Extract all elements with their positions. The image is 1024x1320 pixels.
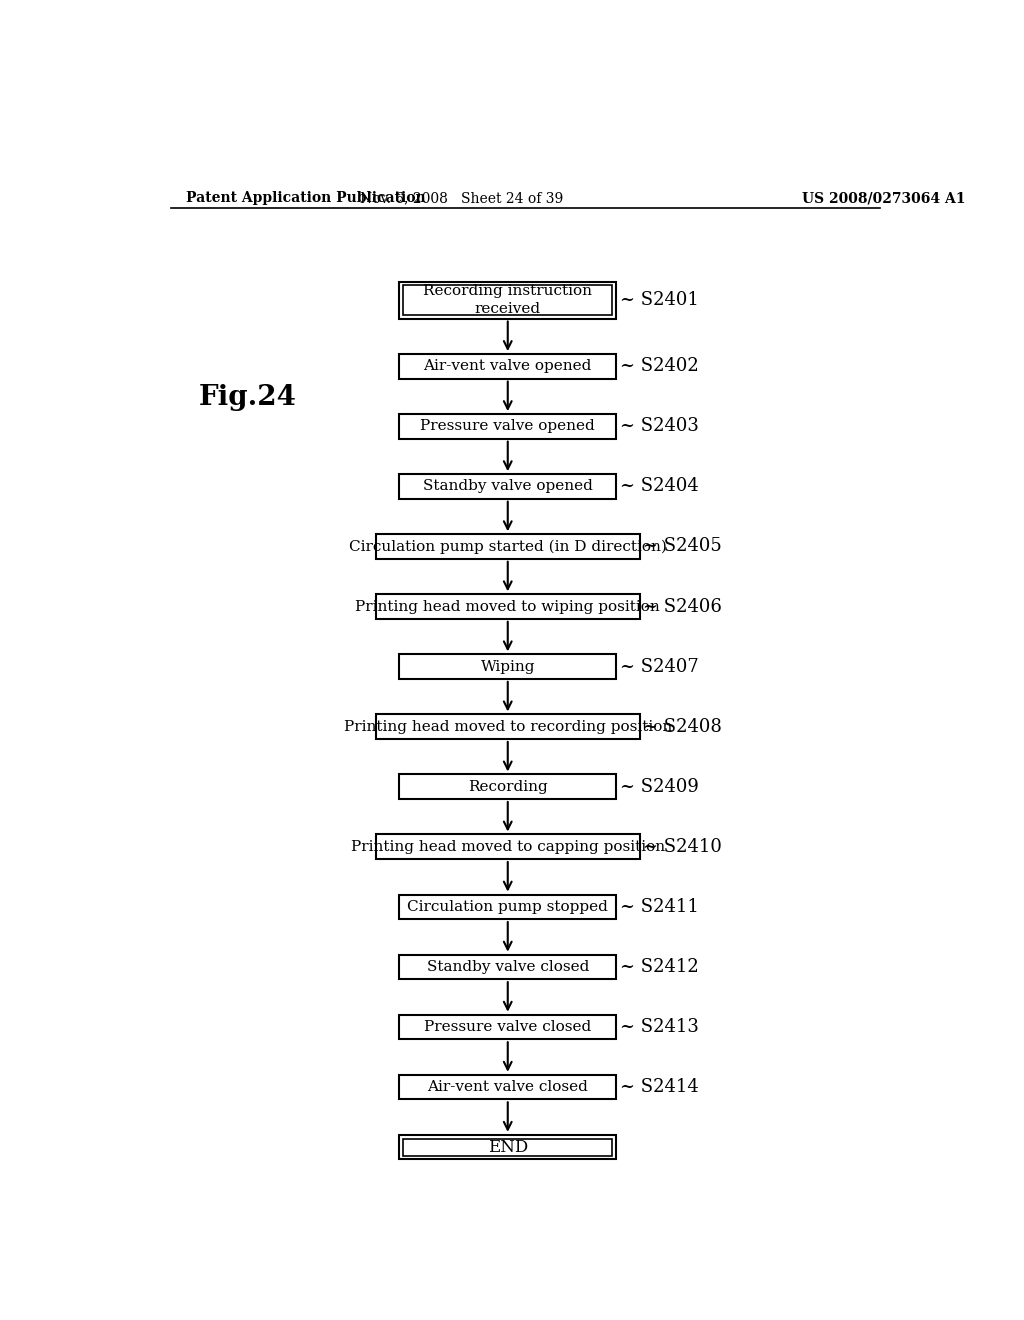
Text: ~ S2414: ~ S2414 [621,1078,698,1096]
Text: Fig.24: Fig.24 [200,384,297,411]
Text: Wiping: Wiping [480,660,535,673]
Text: ~ S2409: ~ S2409 [621,777,699,796]
Text: Nov. 6, 2008   Sheet 24 of 39: Nov. 6, 2008 Sheet 24 of 39 [359,191,563,206]
Text: Pressure valve closed: Pressure valve closed [424,1020,592,1034]
Bar [399,474,616,499]
Text: Circulation pump started (in D direction): Circulation pump started (in D direction… [349,540,667,553]
Text: Recording instruction
received: Recording instruction received [423,284,592,315]
Text: Air-vent valve opened: Air-vent valve opened [424,359,592,374]
Text: US 2008/0273064 A1: US 2008/0273064 A1 [802,191,966,206]
Text: ~ S2406: ~ S2406 [643,598,722,615]
Bar [399,414,616,438]
Bar [399,1074,616,1100]
Text: Pressure valve opened: Pressure valve opened [421,420,595,433]
Bar [399,354,616,379]
Bar [376,535,640,558]
Text: ~ S2413: ~ S2413 [621,1018,699,1036]
Text: ~ S2405: ~ S2405 [643,537,722,556]
Text: Air-vent valve closed: Air-vent valve closed [427,1080,588,1094]
Text: Standby valve opened: Standby valve opened [423,479,593,494]
Text: ~ S2401: ~ S2401 [621,292,699,309]
Bar [399,954,616,979]
Text: Printing head moved to recording position: Printing head moved to recording positio… [344,719,672,734]
Bar [399,1135,616,1159]
Text: Printing head moved to capping position: Printing head moved to capping position [350,840,665,854]
Text: END: END [487,1139,528,1155]
Bar [376,834,640,859]
Text: ~ S2404: ~ S2404 [621,478,698,495]
Bar [399,655,616,678]
Text: ~ S2407: ~ S2407 [621,657,698,676]
Text: Circulation pump stopped: Circulation pump stopped [408,900,608,913]
Bar [399,1015,616,1039]
Text: ~ S2411: ~ S2411 [621,898,699,916]
Text: ~ S2410: ~ S2410 [643,838,722,855]
Text: Patent Application Publication: Patent Application Publication [186,191,426,206]
Text: ~ S2412: ~ S2412 [621,958,698,975]
Text: Standby valve closed: Standby valve closed [427,960,589,974]
Text: Recording: Recording [468,780,548,793]
Text: ~ S2403: ~ S2403 [621,417,699,436]
Text: ~ S2408: ~ S2408 [643,718,722,735]
Bar [376,714,640,739]
Bar [403,285,612,314]
Bar [399,281,616,318]
Bar [403,1139,612,1155]
Text: ~ S2402: ~ S2402 [621,358,698,375]
Bar [399,895,616,919]
Bar [399,775,616,799]
Text: Printing head moved to wiping position: Printing head moved to wiping position [355,599,660,614]
Bar [376,594,640,619]
